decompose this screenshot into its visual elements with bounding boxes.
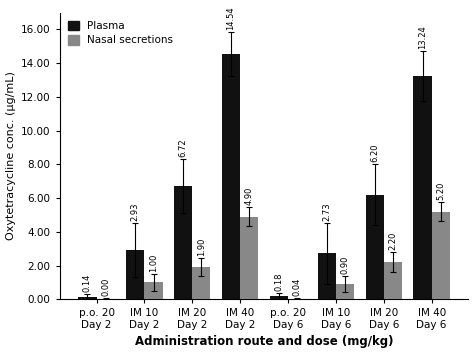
Bar	[432, 212, 450, 299]
Bar	[145, 282, 163, 299]
Text: 1.00: 1.00	[149, 253, 158, 272]
Y-axis label: Oxytetracycline conc. (μg/mL): Oxytetracycline conc. (μg/mL)	[6, 72, 16, 240]
Text: 2.73: 2.73	[322, 202, 331, 221]
Text: 0.90: 0.90	[340, 256, 349, 274]
Bar	[174, 186, 192, 299]
Text: 13.24: 13.24	[418, 25, 427, 48]
Text: 6.20: 6.20	[370, 144, 379, 162]
Bar	[240, 217, 258, 299]
Bar	[192, 267, 210, 299]
Bar	[288, 298, 306, 299]
Bar	[78, 297, 97, 299]
Text: 2.93: 2.93	[131, 202, 140, 221]
Legend: Plasma, Nasal secretions: Plasma, Nasal secretions	[65, 18, 176, 48]
Bar	[413, 76, 432, 299]
Text: 5.20: 5.20	[436, 182, 445, 200]
Text: 6.72: 6.72	[179, 138, 188, 157]
Text: 0.04: 0.04	[292, 277, 301, 296]
Bar	[318, 253, 336, 299]
Text: 4.90: 4.90	[245, 187, 254, 205]
Bar	[222, 54, 240, 299]
Text: 0.14: 0.14	[83, 273, 92, 291]
Text: 14.54: 14.54	[227, 6, 236, 30]
Text: 0.18: 0.18	[274, 272, 283, 291]
Text: 1.90: 1.90	[197, 238, 206, 256]
Bar	[365, 195, 384, 299]
Bar	[126, 250, 145, 299]
Bar	[336, 284, 354, 299]
Text: 2.20: 2.20	[388, 232, 397, 250]
Text: 0.00: 0.00	[101, 278, 110, 296]
Bar	[384, 262, 402, 299]
Bar	[270, 296, 288, 299]
X-axis label: Administration route and dose (mg/kg): Administration route and dose (mg/kg)	[135, 336, 393, 348]
